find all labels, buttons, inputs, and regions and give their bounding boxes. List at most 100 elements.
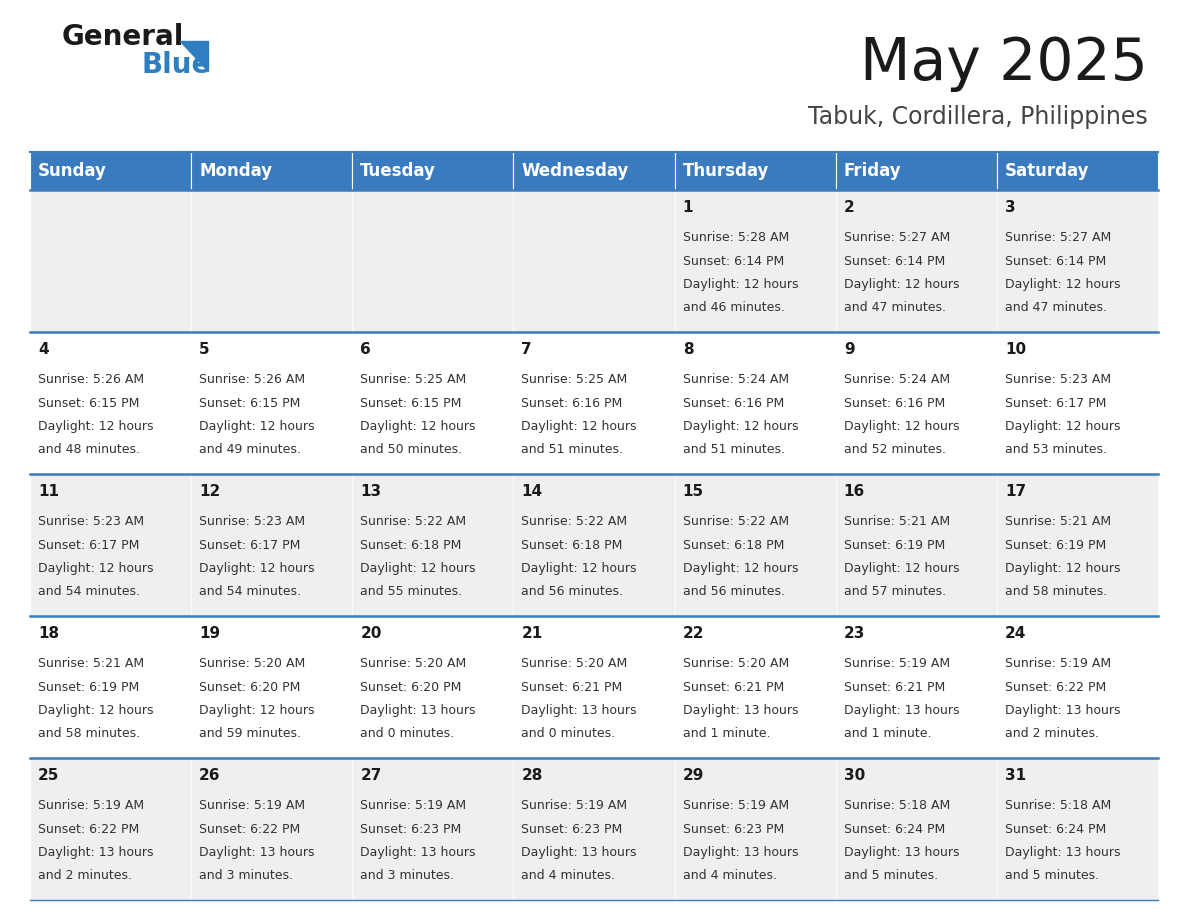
Text: May 2025: May 2025 — [860, 35, 1148, 92]
Text: Sunset: 6:20 PM: Sunset: 6:20 PM — [360, 680, 462, 694]
Bar — [191, 152, 353, 190]
Text: and 2 minutes.: and 2 minutes. — [38, 869, 132, 882]
Text: Sunrise: 5:25 AM: Sunrise: 5:25 AM — [522, 374, 627, 386]
Text: Sunrise: 5:23 AM: Sunrise: 5:23 AM — [1005, 374, 1111, 386]
Text: Daylight: 13 hours: Daylight: 13 hours — [360, 846, 476, 859]
Bar — [353, 190, 513, 332]
Text: Sunrise: 5:19 AM: Sunrise: 5:19 AM — [522, 800, 627, 812]
Bar — [191, 190, 353, 332]
Text: Daylight: 13 hours: Daylight: 13 hours — [200, 846, 315, 859]
Text: and 59 minutes.: and 59 minutes. — [200, 727, 302, 741]
Text: Sunset: 6:21 PM: Sunset: 6:21 PM — [522, 680, 623, 694]
Text: 24: 24 — [1005, 626, 1026, 641]
Text: Sunset: 6:18 PM: Sunset: 6:18 PM — [683, 539, 784, 552]
Text: Daylight: 12 hours: Daylight: 12 hours — [683, 278, 798, 291]
Text: and 0 minutes.: and 0 minutes. — [522, 727, 615, 741]
Text: and 4 minutes.: and 4 minutes. — [683, 869, 777, 882]
Text: and 0 minutes.: and 0 minutes. — [360, 727, 455, 741]
Text: Sunrise: 5:19 AM: Sunrise: 5:19 AM — [843, 657, 950, 670]
Text: 8: 8 — [683, 341, 694, 357]
Text: and 58 minutes.: and 58 minutes. — [1005, 586, 1107, 599]
Bar — [191, 758, 353, 900]
Text: Daylight: 12 hours: Daylight: 12 hours — [38, 704, 153, 717]
Text: Sunset: 6:15 PM: Sunset: 6:15 PM — [38, 397, 139, 409]
Text: and 54 minutes.: and 54 minutes. — [200, 586, 302, 599]
Bar — [191, 332, 353, 474]
Text: Sunrise: 5:18 AM: Sunrise: 5:18 AM — [1005, 800, 1111, 812]
Text: Sunset: 6:14 PM: Sunset: 6:14 PM — [683, 254, 784, 268]
Text: 6: 6 — [360, 341, 371, 357]
Text: Sunrise: 5:21 AM: Sunrise: 5:21 AM — [1005, 515, 1111, 528]
Text: 22: 22 — [683, 626, 704, 641]
Text: Sunset: 6:20 PM: Sunset: 6:20 PM — [200, 680, 301, 694]
Text: and 47 minutes.: and 47 minutes. — [843, 301, 946, 315]
Bar — [675, 332, 835, 474]
Text: Sunset: 6:14 PM: Sunset: 6:14 PM — [843, 254, 944, 268]
Text: Sunset: 6:19 PM: Sunset: 6:19 PM — [38, 680, 139, 694]
Text: Tabuk, Cordillera, Philippines: Tabuk, Cordillera, Philippines — [808, 105, 1148, 129]
Text: Sunset: 6:16 PM: Sunset: 6:16 PM — [683, 397, 784, 409]
Text: Sunset: 6:17 PM: Sunset: 6:17 PM — [200, 539, 301, 552]
Bar — [30, 758, 191, 900]
Text: Sunset: 6:18 PM: Sunset: 6:18 PM — [360, 539, 462, 552]
Bar — [30, 332, 191, 474]
Text: and 48 minutes.: and 48 minutes. — [38, 443, 140, 456]
Bar — [675, 616, 835, 758]
Text: and 1 minute.: and 1 minute. — [683, 727, 770, 741]
Text: Sunrise: 5:26 AM: Sunrise: 5:26 AM — [38, 374, 144, 386]
Text: Sunrise: 5:24 AM: Sunrise: 5:24 AM — [843, 374, 950, 386]
Bar — [513, 332, 675, 474]
Text: Blue: Blue — [143, 51, 211, 79]
Text: 14: 14 — [522, 484, 543, 499]
Text: Monday: Monday — [200, 162, 272, 180]
Text: Daylight: 13 hours: Daylight: 13 hours — [683, 846, 798, 859]
Bar — [191, 616, 353, 758]
Bar — [353, 758, 513, 900]
Bar — [675, 152, 835, 190]
Text: 1: 1 — [683, 200, 693, 215]
Text: 16: 16 — [843, 484, 865, 499]
Bar — [835, 474, 997, 616]
Text: Sunset: 6:24 PM: Sunset: 6:24 PM — [843, 823, 944, 835]
Text: Sunrise: 5:27 AM: Sunrise: 5:27 AM — [1005, 231, 1111, 244]
Text: Daylight: 13 hours: Daylight: 13 hours — [1005, 846, 1120, 859]
Text: and 56 minutes.: and 56 minutes. — [683, 586, 784, 599]
Text: 23: 23 — [843, 626, 865, 641]
Text: Daylight: 12 hours: Daylight: 12 hours — [200, 420, 315, 433]
Text: 17: 17 — [1005, 484, 1026, 499]
Text: Tuesday: Tuesday — [360, 162, 436, 180]
Text: General: General — [62, 23, 184, 51]
Bar — [835, 152, 997, 190]
Text: Sunset: 6:23 PM: Sunset: 6:23 PM — [683, 823, 784, 835]
Text: Sunset: 6:18 PM: Sunset: 6:18 PM — [522, 539, 623, 552]
Bar — [997, 190, 1158, 332]
Text: and 52 minutes.: and 52 minutes. — [843, 443, 946, 456]
Text: 19: 19 — [200, 626, 220, 641]
Text: Sunrise: 5:19 AM: Sunrise: 5:19 AM — [38, 800, 144, 812]
Bar — [30, 474, 191, 616]
Text: Daylight: 13 hours: Daylight: 13 hours — [522, 846, 637, 859]
Text: Sunrise: 5:23 AM: Sunrise: 5:23 AM — [200, 515, 305, 528]
Text: Sunset: 6:24 PM: Sunset: 6:24 PM — [1005, 823, 1106, 835]
Text: 4: 4 — [38, 341, 49, 357]
Text: Sunrise: 5:27 AM: Sunrise: 5:27 AM — [843, 231, 950, 244]
Text: Daylight: 12 hours: Daylight: 12 hours — [843, 420, 959, 433]
Text: 31: 31 — [1005, 768, 1026, 783]
Bar — [835, 332, 997, 474]
Text: 29: 29 — [683, 768, 704, 783]
Text: 5: 5 — [200, 341, 210, 357]
Text: Sunrise: 5:19 AM: Sunrise: 5:19 AM — [1005, 657, 1111, 670]
Text: 30: 30 — [843, 768, 865, 783]
Bar — [675, 758, 835, 900]
Text: Daylight: 12 hours: Daylight: 12 hours — [1005, 420, 1120, 433]
Text: Sunset: 6:15 PM: Sunset: 6:15 PM — [360, 397, 462, 409]
Text: 13: 13 — [360, 484, 381, 499]
Bar — [835, 190, 997, 332]
Text: and 51 minutes.: and 51 minutes. — [522, 443, 624, 456]
Text: and 46 minutes.: and 46 minutes. — [683, 301, 784, 315]
Text: and 49 minutes.: and 49 minutes. — [200, 443, 301, 456]
Text: Sunrise: 5:21 AM: Sunrise: 5:21 AM — [38, 657, 144, 670]
Text: Sunset: 6:19 PM: Sunset: 6:19 PM — [1005, 539, 1106, 552]
Bar — [191, 474, 353, 616]
Text: Sunrise: 5:20 AM: Sunrise: 5:20 AM — [360, 657, 467, 670]
